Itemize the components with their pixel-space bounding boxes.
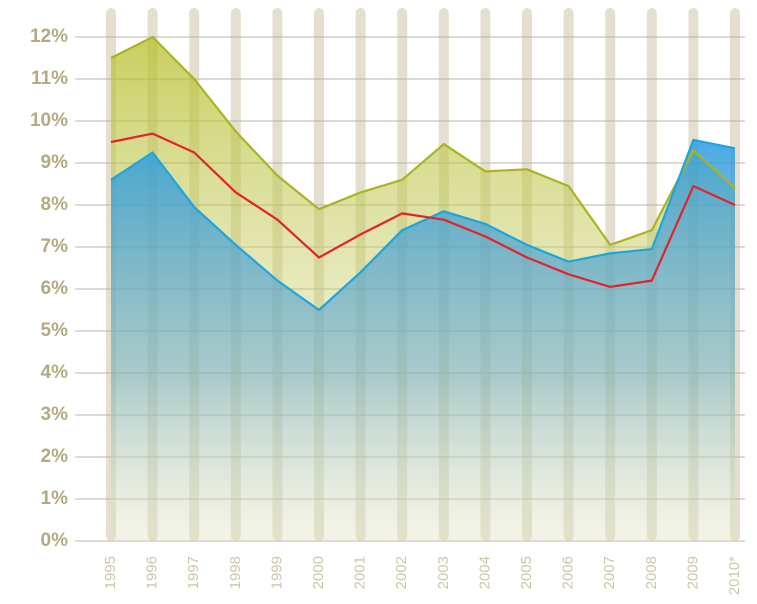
- y-tick-label: 8%: [41, 194, 69, 215]
- x-tick-label: 2010*: [726, 556, 743, 595]
- x-tick-label: 2002: [393, 556, 410, 589]
- x-tick-label: 1995: [102, 556, 119, 589]
- line: [110, 132, 736, 288]
- y-tick-label: 2%: [41, 446, 69, 467]
- y-tick-label: 5%: [41, 320, 69, 341]
- y-tick-label: 0%: [41, 530, 69, 551]
- x-tick-label: 2008: [643, 556, 660, 589]
- x-tick-label: 1998: [227, 556, 244, 589]
- line: [110, 138, 736, 312]
- x-tick-label: 2005: [518, 556, 535, 589]
- x-tick-label: 2001: [352, 556, 369, 589]
- line: [110, 35, 736, 246]
- y-tick-label: 4%: [41, 362, 69, 383]
- y-tick-label: 6%: [41, 278, 69, 299]
- area: [111, 139, 735, 541]
- y-tick-label: 3%: [41, 404, 69, 425]
- x-tick-label: 2003: [435, 556, 452, 589]
- y-tick-label: 1%: [41, 488, 69, 509]
- y-tick-label: 9%: [41, 152, 69, 173]
- y-tick-label: 12%: [30, 26, 68, 47]
- x-tick-label: 2000: [310, 556, 327, 589]
- x-tick-label: 2006: [560, 556, 577, 589]
- y-tick-label: 10%: [30, 110, 68, 131]
- x-tick-label: 1996: [144, 556, 161, 589]
- x-tick-label: 2007: [601, 556, 618, 589]
- y-tick-label: 11%: [31, 68, 68, 89]
- x-tick-label: 1997: [185, 556, 202, 589]
- x-tick-label: 1999: [268, 556, 285, 589]
- x-tick-label: 2009: [684, 556, 701, 589]
- x-tick-label: 2004: [476, 556, 493, 589]
- y-tick-label: 7%: [41, 236, 69, 257]
